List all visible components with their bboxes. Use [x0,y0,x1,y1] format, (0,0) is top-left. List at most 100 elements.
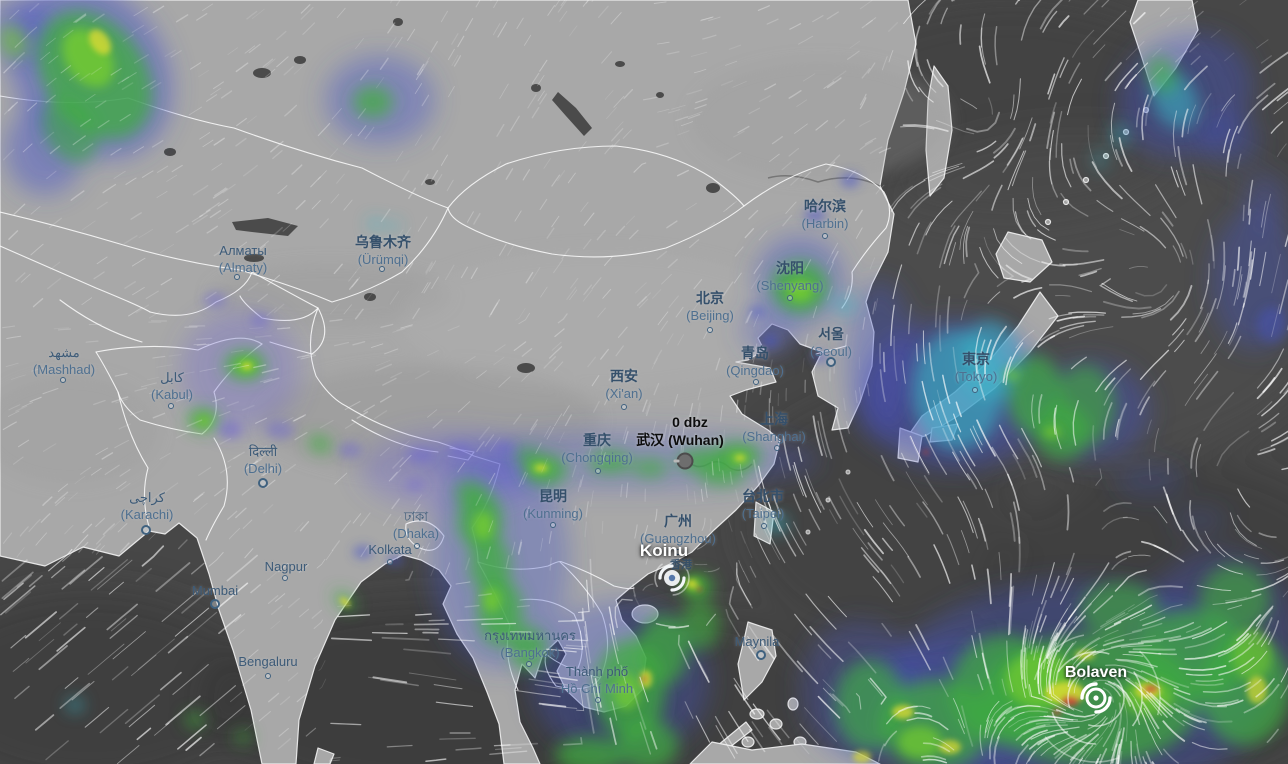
city-native-name: Mumbai [191,583,239,598]
city-label-harbin: 哈尔滨 (Harbin) [802,198,849,232]
city-label-almaty: Алматы (Almaty) [219,242,267,276]
city-label-bengaluru: Bengaluru [238,653,297,670]
city-native-name: 青岛 [741,345,769,361]
city-native-name: Thành phố [565,664,629,679]
city-native-name: Kolkata [368,542,412,557]
city-native-name: 昆明 [539,488,567,504]
city-marker[interactable] [387,559,393,565]
city-latin-name: (Bangkok) [500,645,560,660]
city-marker[interactable] [210,599,220,609]
city-marker[interactable] [675,549,681,555]
city-latin-name: (Shenyang) [756,278,824,293]
city-marker[interactable] [621,404,627,410]
city-latin-name: Hồ Chí Minh [560,681,634,696]
city-native-name: کراچی [129,490,165,505]
storm-label-bolaven[interactable]: Bolaven [1065,664,1127,682]
city-native-name: كابل [160,370,184,385]
city-latin-name: (Qingdao) [726,363,784,378]
city-latin-name: (Dhaka) [392,526,440,541]
city-label-kunming: 昆明 (Kunming) [523,488,583,522]
city-marker[interactable] [168,403,174,409]
city-label-dhaka: ঢাকা (Dhaka) [393,508,439,542]
storm-icon-bolaven[interactable] [1074,676,1118,720]
city-marker[interactable] [141,525,151,535]
city-latin-name: (Harbin) [801,216,849,231]
city-label-nagpur: Nagpur [265,558,308,575]
city-native-name: 上海 [759,411,788,427]
city-marker[interactable] [972,387,978,393]
city-latin-name: (Kunming) [523,506,583,521]
city-native-name: 서울 [818,326,844,342]
city-latin-name: (Xi'an) [605,386,643,401]
city-label-taipei: 台北市 (Taipei) [742,488,785,522]
city-marker[interactable] [550,522,556,528]
city-label-xian: 西安 (Xi'an) [605,368,642,402]
city-latin-name: (Chongqing) [561,450,633,465]
city-marker[interactable] [282,575,288,581]
city-marker[interactable] [826,357,836,367]
city-native-name: Nagpur [264,559,308,574]
city-latin-name: (Almaty) [218,260,268,275]
city-marker[interactable] [414,543,420,549]
city-label-hchminh: Thành phố Hồ Chí Minh [561,663,633,697]
city-native-name: กรุงเทพมหานคร [484,628,576,643]
city-marker[interactable] [774,445,780,451]
city-marker[interactable] [595,468,601,474]
storm-label-koinu[interactable]: Koinu [640,541,688,561]
city-native-name: 广州 [663,513,692,529]
city-native-name: Алматы [219,243,267,258]
city-label-rmqi: 乌鲁木齐 (Ürümqi) [355,234,411,268]
city-label-qingdao: 青岛 (Qingdao) [726,345,784,379]
city-native-name: 台北市 [742,488,784,504]
city-native-name: 乌鲁木齐 [355,234,411,250]
city-marker[interactable] [787,295,793,301]
city-native-name: ঢাকা [404,509,428,524]
city-native-name: 哈尔滨 [804,198,846,214]
city-native-name: Maynila [734,634,780,649]
city-marker[interactable] [707,327,713,333]
city-marker[interactable] [761,523,767,529]
city-latin-name: (Kabul) [151,387,193,402]
picker-overlay-value: 0 dbz [672,414,708,430]
city-marker[interactable] [753,379,759,385]
city-latin-name: (Shanghai) [742,429,806,444]
city-label-maynila: Maynila [735,633,780,650]
city-marker[interactable] [258,478,268,488]
city-label-seoul: 서울 (Seoul) [810,326,852,360]
city-marker[interactable] [526,661,532,667]
city-marker[interactable] [756,650,766,660]
city-marker[interactable] [234,274,240,280]
city-label-kolkata: Kolkata [368,541,411,558]
city-native-name: Bengaluru [238,654,298,669]
picker-marker[interactable] [673,452,694,470]
city-label-delhi: दिल्ली (Delhi) [244,443,282,477]
city-marker[interactable] [822,233,828,239]
city-latin-name: (Beijing) [686,308,734,323]
city-marker[interactable] [265,673,271,679]
picked-city-label: 武汉 (Wuhan) [636,431,724,449]
city-label-chongqing: 重庆 (Chongqing) [561,432,633,466]
city-label-shanghai: 上海 (Shanghai) [742,411,806,445]
city-native-name: 北京 [696,290,724,306]
city-label-bangkok: กรุงเทพมหานคร (Bangkok) [484,627,576,661]
city-native-name: 東京 [962,351,990,367]
city-latin-name: (Karachi) [120,507,174,522]
city-marker[interactable] [595,697,601,703]
storm-name: Koinu [639,541,689,560]
city-marker[interactable] [60,377,66,383]
city-label-mashhad: مشهد (Mashhad) [33,344,95,378]
storm-icon-koinu[interactable] [650,556,694,600]
city-latin-name: (Mashhad) [32,362,96,377]
city-native-name: 重庆 [582,432,611,448]
storm-name: Bolaven [1064,664,1128,681]
city-latin-name: (Tokyo) [954,369,998,384]
city-latin-name: (Taipei) [741,506,785,521]
city-label-mumbai: Mumbai [192,582,238,599]
city-marker[interactable] [379,266,385,272]
city-native-name: दिल्ली [248,444,278,459]
city-label-tokyo: 東京 (Tokyo) [955,351,998,385]
